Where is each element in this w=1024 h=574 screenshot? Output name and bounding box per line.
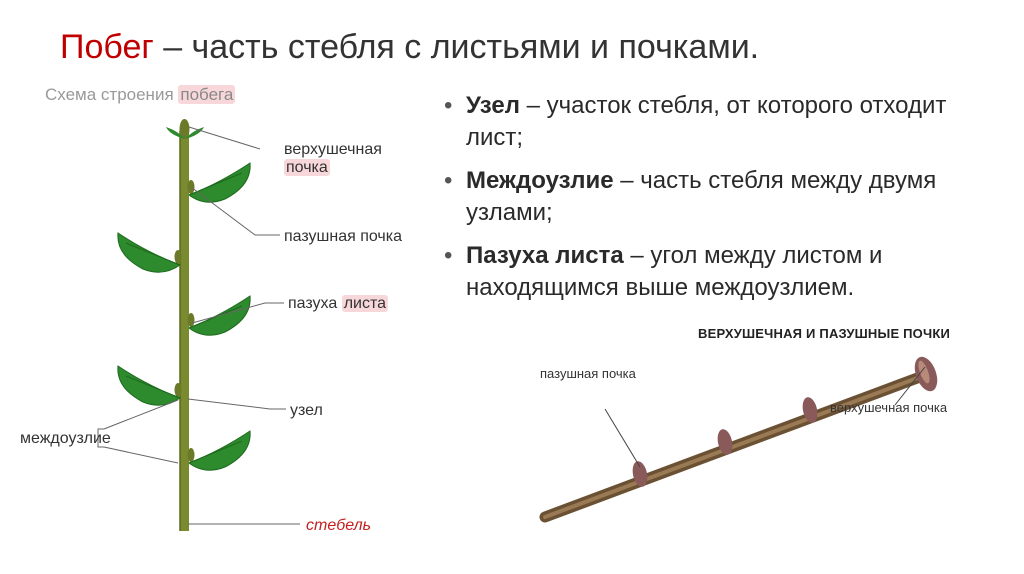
- definition-item: Междоузлие – часть стебля между двумя уз…: [440, 165, 984, 230]
- label-leaf-axil: пазуха листа: [288, 295, 388, 313]
- def-term: Междоузлие: [466, 167, 614, 194]
- callout-int-top: [104, 400, 178, 429]
- stem-diagram-panel: Схема строения побега: [20, 85, 410, 543]
- callout-node: [188, 399, 286, 409]
- def-term: Пазуха листа: [466, 242, 624, 269]
- diagram-title-highlight: побега: [178, 85, 235, 104]
- label-node: узел: [290, 402, 323, 420]
- label-stem: стебель: [306, 517, 371, 535]
- twig-title: ВЕРХУШЕЧНАЯ И ПАЗУШНЫЕ ПОЧКИ: [500, 326, 960, 341]
- def-term: Узел: [466, 92, 520, 119]
- stem-diagram-svg: [20, 113, 410, 543]
- label-internode: междоузлие: [20, 430, 96, 448]
- slide-title: Побег – часть стебля с листьями и почкам…: [0, 0, 1024, 85]
- stem-rect: [180, 131, 189, 531]
- callout-int-bot: [104, 447, 178, 463]
- right-panel: Узел – участок стебля, от которого отход…: [440, 85, 984, 543]
- title-rest: – часть стебля с листьями и почками.: [154, 28, 759, 66]
- twig-diagram-block: ВЕРХУШЕЧНАЯ И ПАЗУШНЫЕ ПОЧКИ пазушная по…: [500, 326, 960, 527]
- diagram-title-plain: Схема строения: [45, 85, 178, 104]
- label-axil-l1: пазуха: [288, 295, 342, 312]
- label-apical-l1: верхушечная: [284, 141, 382, 158]
- twig-branch-hl: [545, 377, 920, 517]
- diagram-title: Схема строения побега: [45, 85, 410, 105]
- title-accent: Побег: [60, 28, 154, 66]
- axillary-bud-2: [175, 250, 182, 264]
- twig-label-apical: верхушечная почка: [830, 400, 947, 415]
- label-axillary-bud: пазушная почка: [284, 228, 402, 246]
- twig-line-ax: [605, 409, 640, 467]
- def-text: – участок стебля, от которого отходит ли…: [466, 92, 946, 151]
- callout-apical: [189, 127, 260, 149]
- axillary-bud-4: [175, 383, 182, 397]
- label-apical-l2: почка: [284, 159, 330, 176]
- content-area: Схема строения побега: [0, 85, 1024, 543]
- definition-item: Пазуха листа – угол между листом и наход…: [440, 240, 984, 305]
- definition-item: Узел – участок стебля, от которого отход…: [440, 90, 984, 155]
- twig-label-axillary: пазушная почка: [540, 366, 636, 381]
- label-axil-l2: листа: [342, 295, 388, 312]
- axillary-bud-5: [188, 448, 195, 462]
- axillary-bud-3: [188, 313, 195, 327]
- label-apical-bud: верхушечная почка: [284, 141, 382, 176]
- definitions-list: Узел – участок стебля, от которого отход…: [440, 90, 984, 304]
